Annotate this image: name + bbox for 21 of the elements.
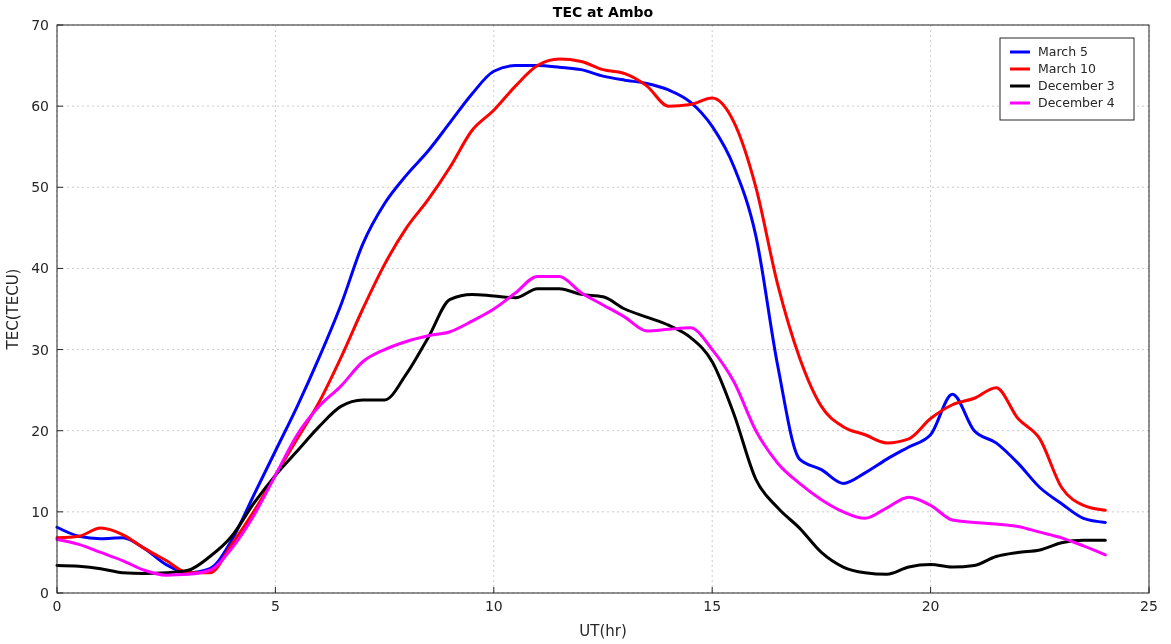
legend-label: December 3 <box>1038 78 1115 93</box>
x-tick-label: 20 <box>921 598 940 614</box>
chart-title: TEC at Ambo <box>552 4 654 20</box>
y-tick-label: 10 <box>31 503 49 520</box>
y-tick-label: 20 <box>31 422 49 439</box>
x-tick-label: 10 <box>484 598 503 614</box>
y-tick-label: 0 <box>40 585 49 601</box>
y-tick-label: 60 <box>31 98 49 115</box>
legend-label: March 10 <box>1038 61 1097 76</box>
y-tick-label: 50 <box>31 179 49 196</box>
x-tick-label: 0 <box>52 598 62 614</box>
y-tick-label: 30 <box>31 341 49 358</box>
x-tick-label: 25 <box>1140 598 1158 614</box>
x-axis-title: UT(hr) <box>579 622 627 640</box>
y-tick-label: 40 <box>31 260 49 277</box>
x-tick-label: 15 <box>703 598 722 614</box>
y-tick-label: 70 <box>31 17 49 33</box>
y-axis-title: TEC(TECU) <box>4 268 22 351</box>
legend-label: March 5 <box>1038 44 1089 59</box>
x-tick-label: 5 <box>270 598 280 614</box>
legend-label: December 4 <box>1038 95 1115 110</box>
